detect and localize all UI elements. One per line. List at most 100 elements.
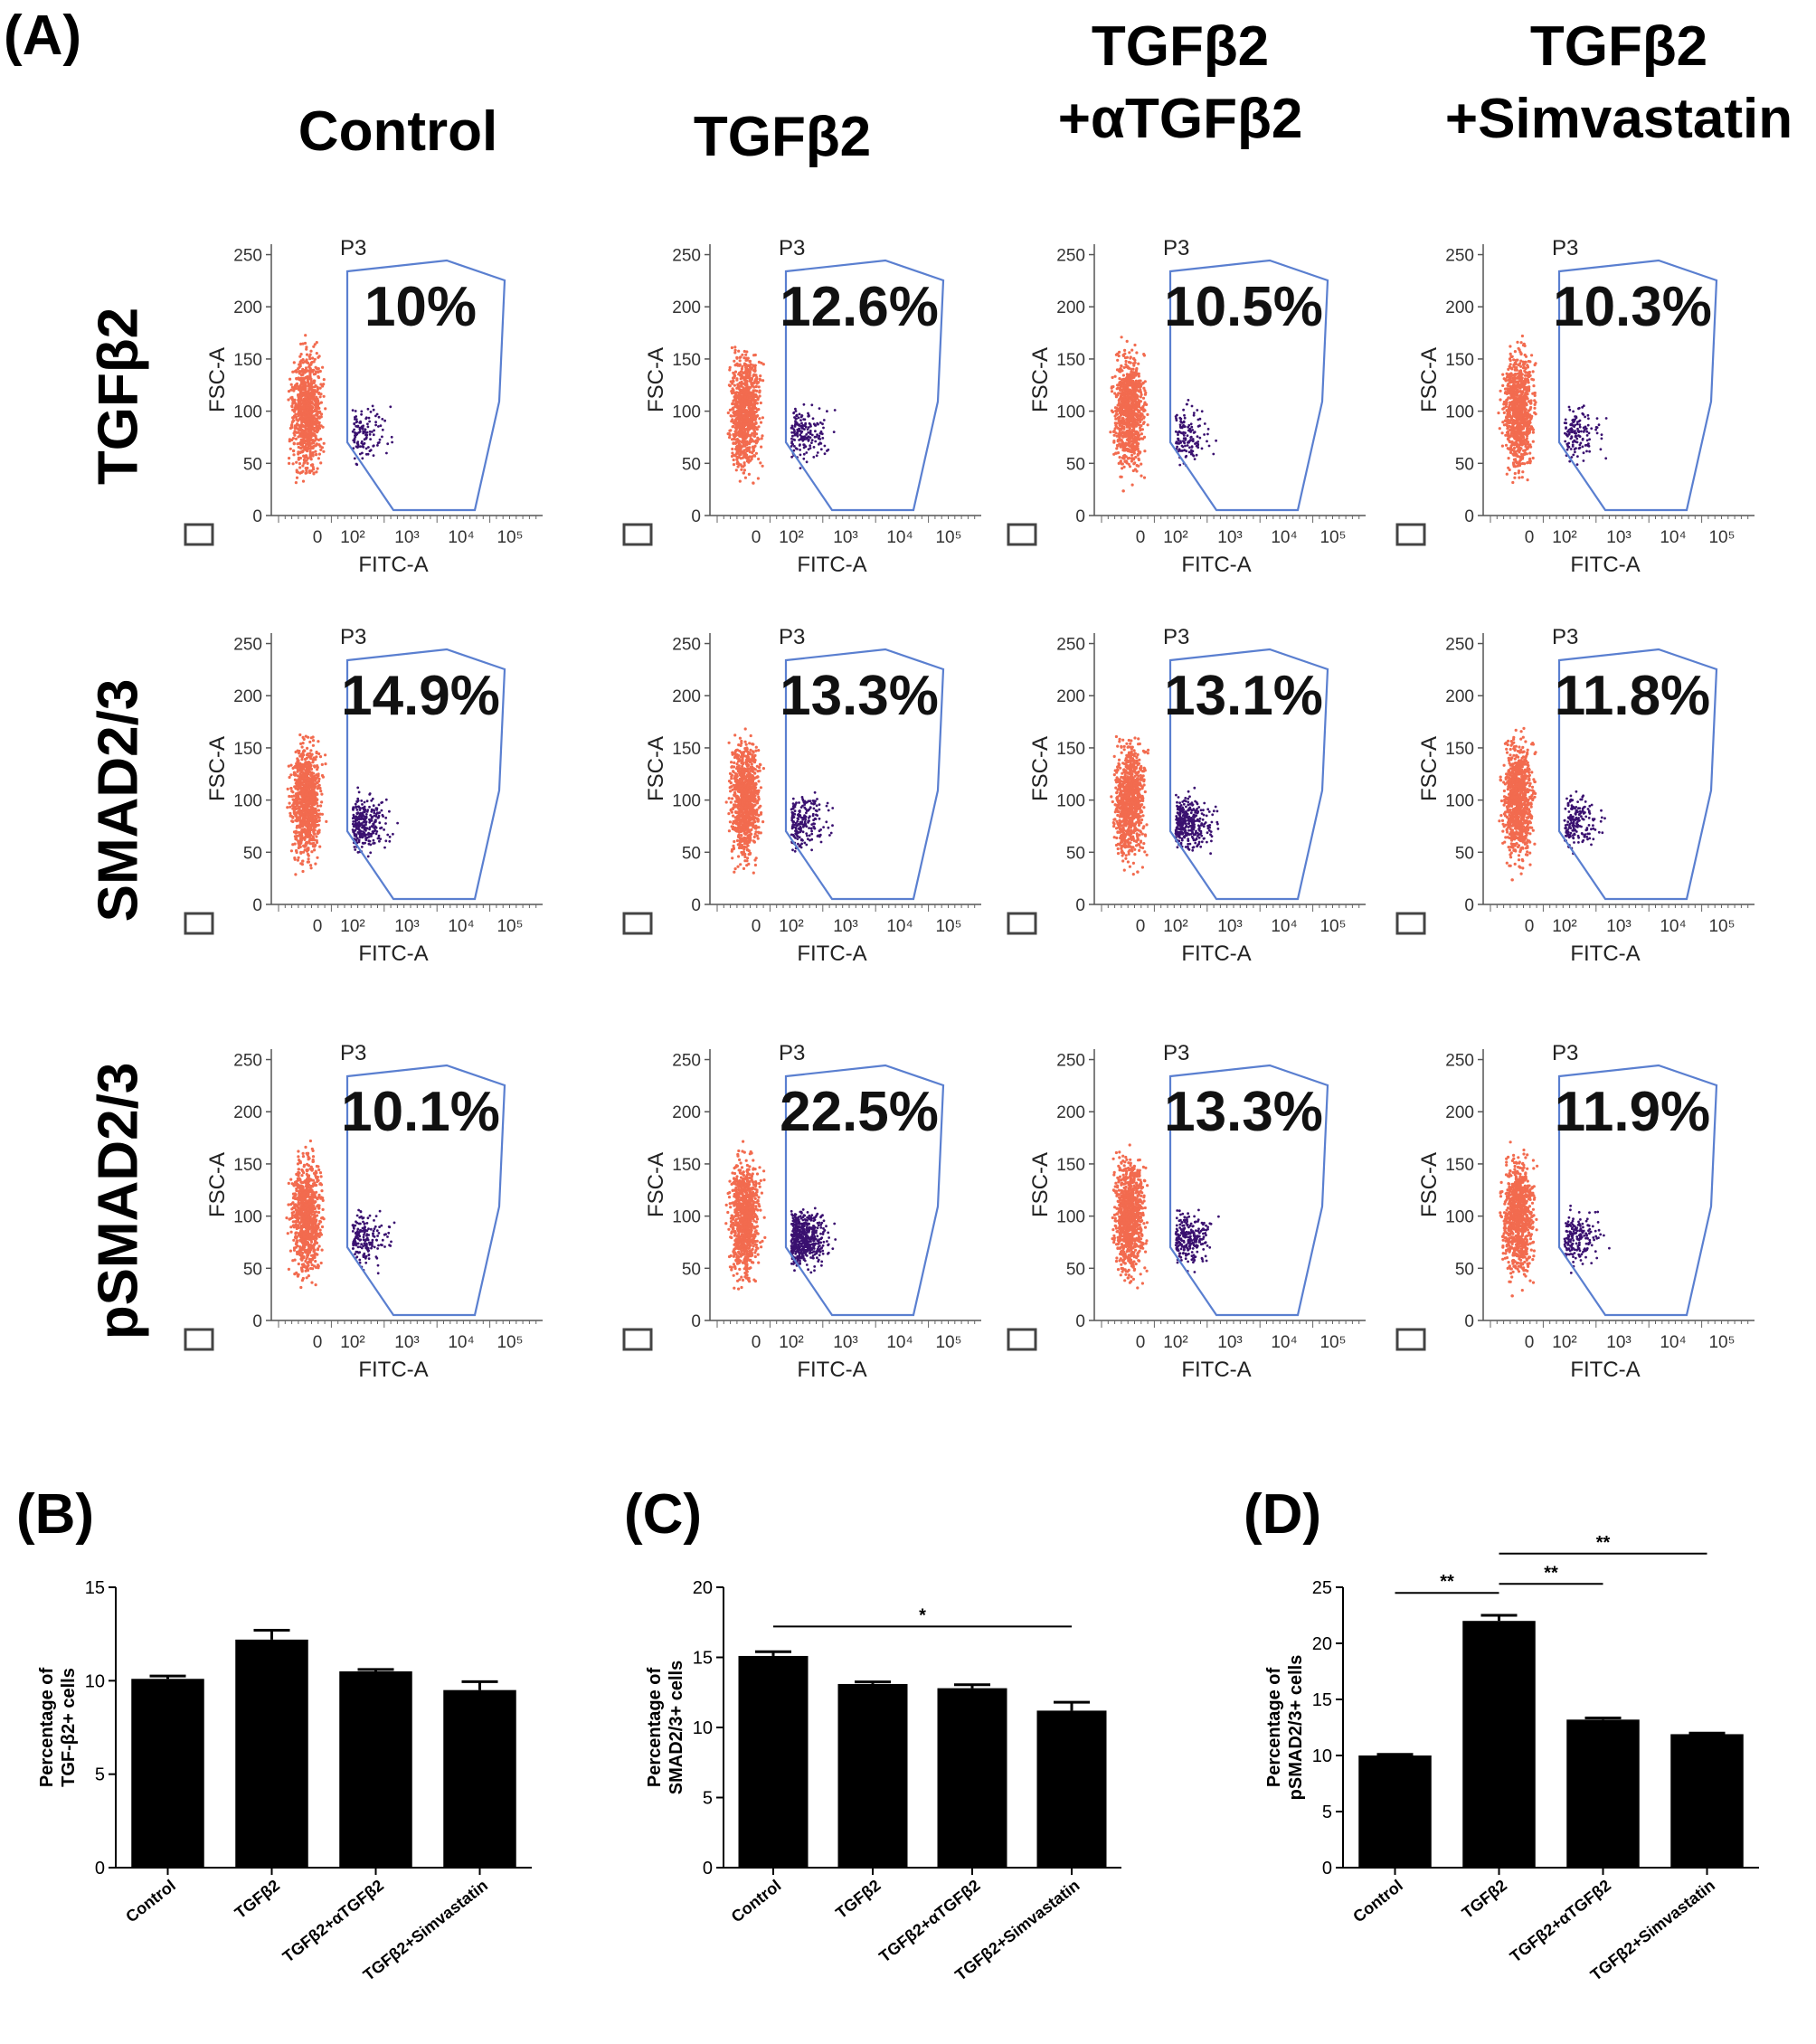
event-dot-negative	[1515, 443, 1518, 447]
event-dot-positive	[353, 428, 355, 431]
event-dot-negative	[1127, 418, 1130, 422]
event-dot-negative	[1125, 442, 1129, 446]
event-dot-positive	[1569, 437, 1573, 440]
event-dot-negative	[1131, 372, 1135, 375]
event-dot-positive	[1576, 455, 1579, 458]
event-dot-positive	[803, 435, 807, 439]
event-dot-negative	[1109, 431, 1112, 434]
row-header-1: SMAD2/3	[88, 679, 150, 923]
event-dot-negative	[740, 391, 743, 394]
event-dot-negative	[291, 400, 295, 404]
event-dot-negative	[288, 805, 292, 809]
event-dot-positive	[1587, 431, 1591, 435]
event-dot-negative	[1514, 366, 1518, 370]
event-dot-negative	[291, 843, 295, 847]
event-dot-positive	[822, 419, 826, 421]
event-dot-negative	[304, 334, 307, 337]
event-dot-negative	[1131, 449, 1135, 452]
event-dot-negative	[1136, 385, 1140, 389]
event-dot-positive	[1189, 429, 1193, 432]
event-dot-negative	[322, 394, 326, 398]
event-dot-negative	[313, 439, 317, 442]
event-dot-negative	[747, 426, 752, 430]
event-dot-negative	[1111, 375, 1114, 379]
event-dot-negative	[1131, 379, 1135, 383]
event-dot-negative	[1512, 451, 1516, 456]
event-dot-positive	[374, 423, 377, 427]
event-dot-positive	[1574, 415, 1576, 418]
event-dot-negative	[1128, 427, 1131, 431]
event-dot-negative	[752, 481, 755, 485]
event-dot-negative	[1133, 430, 1138, 433]
event-dot-negative	[295, 476, 299, 479]
y-tick-label: 50	[243, 455, 262, 474]
event-dot-negative	[312, 368, 316, 372]
event-dot-negative	[751, 455, 754, 459]
event-dot-negative	[754, 451, 759, 455]
event-dot-negative	[1513, 350, 1517, 354]
event-dot-negative	[737, 349, 741, 353]
event-dot-negative	[1112, 433, 1116, 437]
x-tick-label: 10⁴	[1271, 528, 1297, 547]
event-dot-negative	[1113, 374, 1117, 378]
event-dot-positive	[377, 415, 381, 419]
event-dot-positive	[1182, 423, 1185, 427]
event-dot-negative	[1142, 416, 1146, 420]
event-dot-positive	[796, 434, 799, 438]
event-dot-positive	[799, 430, 802, 433]
event-dot-negative	[1137, 372, 1140, 375]
event-dot-negative	[735, 455, 739, 459]
event-dot-positive	[1182, 420, 1186, 423]
event-dot-positive	[391, 440, 393, 444]
event-dot-negative	[1138, 385, 1142, 389]
event-dot-negative	[1518, 379, 1522, 383]
event-dot-negative	[753, 353, 757, 357]
event-dot-positive	[809, 444, 812, 448]
event-dot-positive	[1206, 432, 1209, 436]
event-dot-negative	[1523, 374, 1528, 377]
event-dot-negative	[308, 395, 312, 399]
event-dot-negative	[313, 417, 317, 421]
event-dot-negative	[735, 386, 739, 390]
event-dot-negative	[733, 370, 738, 374]
y-tick-label: 50	[1455, 455, 1474, 474]
event-dot-negative	[298, 403, 302, 407]
event-dot-positive	[1594, 428, 1597, 431]
event-dot-negative	[751, 445, 755, 449]
event-dot-positive	[376, 444, 379, 447]
event-dot-negative	[310, 441, 314, 445]
event-dot-negative	[310, 402, 314, 405]
event-dot-positive	[801, 427, 805, 430]
column-header-0: Control	[298, 100, 497, 163]
event-dot-negative	[1142, 476, 1147, 479]
event-dot-negative	[736, 451, 740, 455]
event-dot-positive	[1568, 408, 1572, 412]
event-dot-negative	[1130, 483, 1134, 487]
event-dot-negative	[733, 345, 737, 349]
event-dot-negative	[744, 365, 748, 369]
event-dot-positive	[1178, 416, 1182, 420]
event-dot-negative	[740, 382, 743, 385]
event-dot-negative	[302, 454, 306, 458]
event-dot-positive	[821, 422, 824, 426]
event-dot-negative	[750, 418, 753, 422]
event-dot-negative	[1139, 420, 1142, 424]
event-dot-positive	[1578, 423, 1582, 426]
event-dot-negative	[742, 441, 745, 445]
event-dot-negative	[1117, 419, 1121, 422]
event-dot-positive	[385, 451, 388, 455]
event-dot-positive	[1185, 449, 1188, 453]
x-tick-label: 10³	[1217, 528, 1242, 547]
event-dot-negative	[289, 424, 293, 428]
event-dot-negative	[304, 366, 308, 370]
event-dot-negative	[747, 472, 752, 477]
event-dot-negative	[312, 426, 316, 430]
event-dot-negative	[293, 424, 297, 428]
event-dot-negative	[295, 376, 298, 381]
event-dot-positive	[1203, 422, 1206, 425]
event-dot-negative	[298, 364, 302, 368]
event-dot-negative	[753, 389, 757, 393]
event-dot-negative	[302, 401, 306, 404]
event-dot-positive	[355, 462, 358, 466]
event-dot-negative	[1533, 402, 1537, 406]
